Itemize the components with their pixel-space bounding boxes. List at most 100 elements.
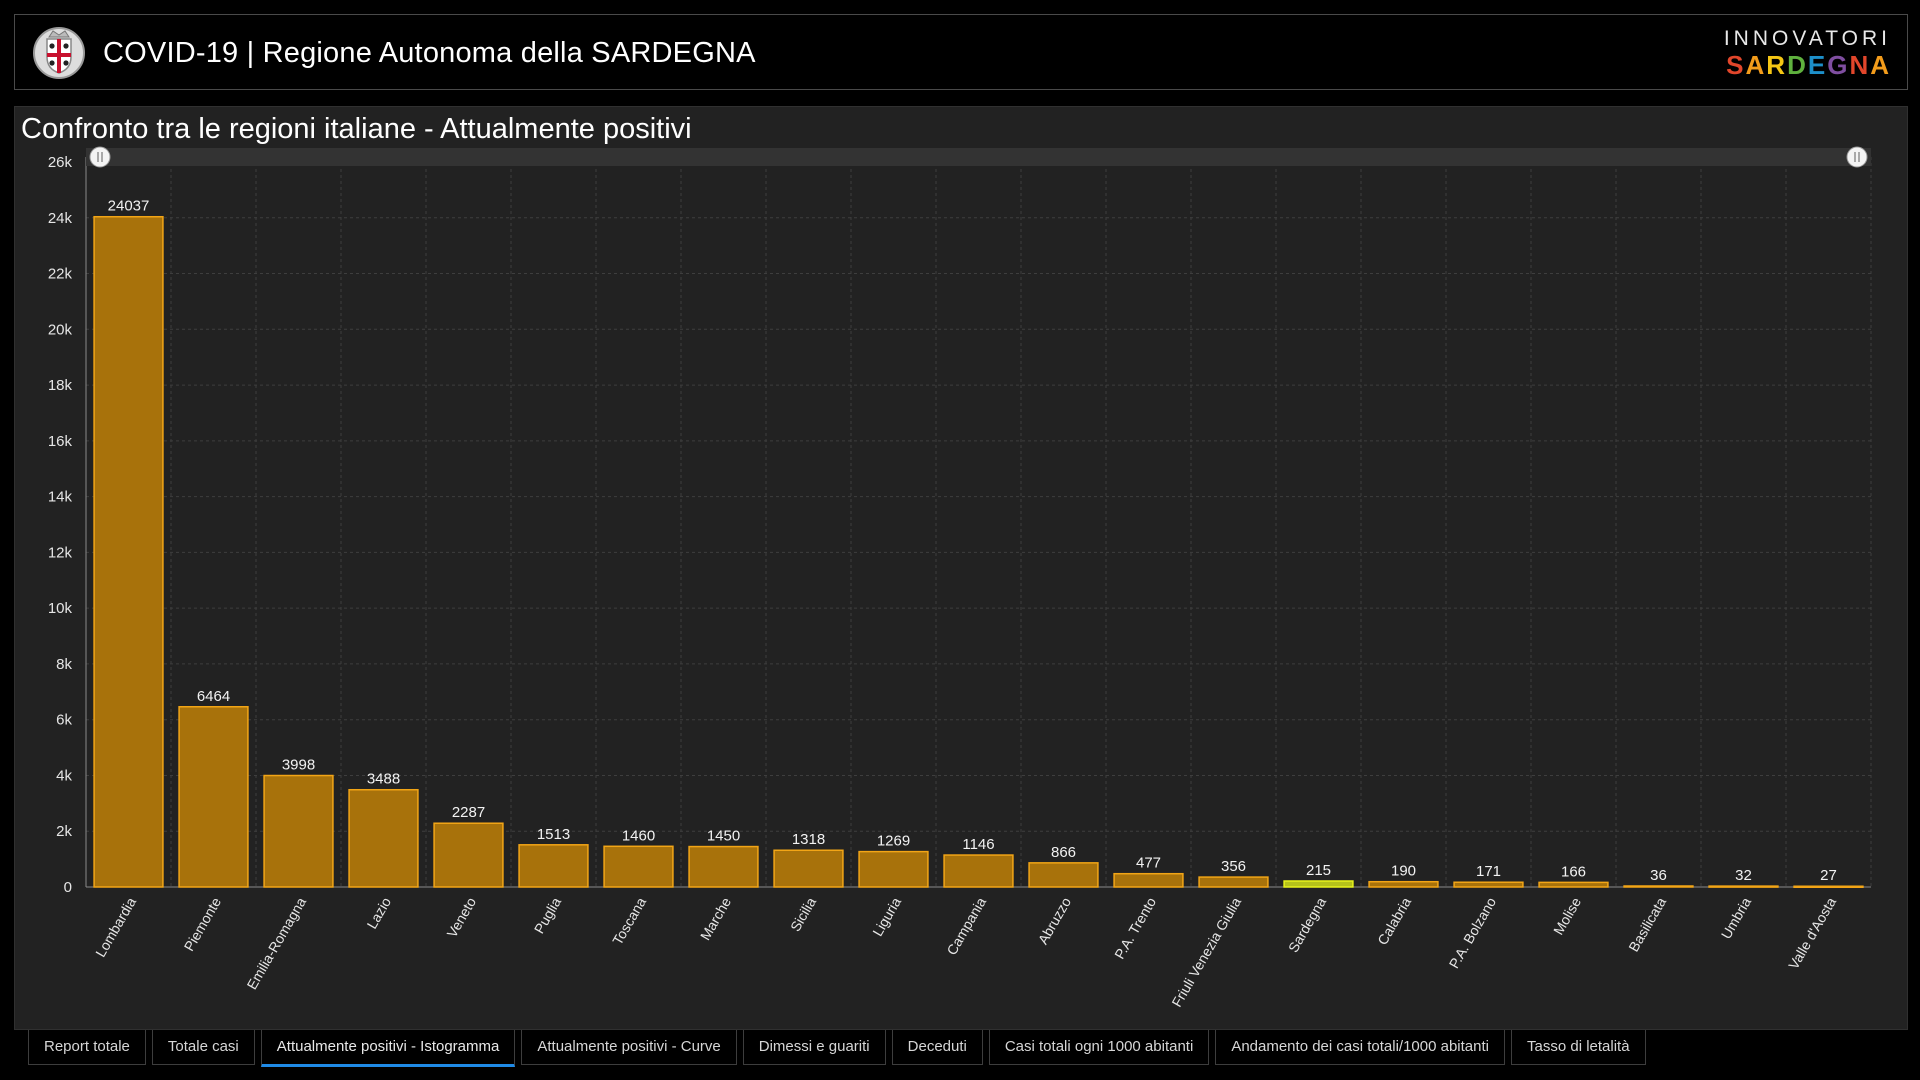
panel-title: Confronto tra le regioni italiane - Attu… bbox=[21, 113, 692, 145]
x-tick-label: Abruzzo bbox=[1035, 894, 1075, 947]
bar-sicilia[interactable] bbox=[773, 849, 844, 888]
x-tick-label: Friuli Venezia Giulia bbox=[1168, 894, 1244, 1009]
x-tick-label: Valle d'Aosta bbox=[1785, 894, 1839, 972]
bar-value-label: 166 bbox=[1561, 863, 1586, 880]
x-tick-label: Lombardia bbox=[92, 894, 139, 959]
bar-emilia-romagna[interactable] bbox=[263, 774, 334, 888]
brand-letter: N bbox=[1849, 50, 1871, 80]
x-tick-label: Sicilia bbox=[787, 894, 819, 934]
chart-panel: 0 2k 4k 6k 8k 10k 12k 14k 16k 18k 20k 22k 24k 26k 2403… bbox=[14, 106, 1908, 1030]
tab-deceduti[interactable]: Deceduti bbox=[891, 1030, 983, 1065]
bar-piemonte[interactable] bbox=[178, 706, 249, 888]
x-tick-label: Emilia-Romagna bbox=[243, 894, 309, 992]
bar-p-a-trento[interactable] bbox=[1113, 872, 1184, 888]
y-tick-label: 6k bbox=[56, 712, 72, 729]
bar-value-label: 1513 bbox=[537, 826, 570, 843]
bar-chart: 0 2k 4k 6k 8k 10k 12k 14k 16k 18k 20k 22k 24k 26k 2403… bbox=[48, 146, 1872, 1010]
bar-campania[interactable] bbox=[943, 854, 1014, 888]
bar-value-label: 1460 bbox=[622, 827, 655, 844]
x-tick-label: Veneto bbox=[443, 894, 479, 940]
brand-letter: E bbox=[1807, 50, 1828, 80]
zoom-handle-left[interactable] bbox=[89, 146, 111, 168]
bar-value-label: 3488 bbox=[367, 771, 400, 788]
bar-value-label: 36 bbox=[1650, 867, 1667, 884]
bar-calabria[interactable] bbox=[1368, 880, 1439, 888]
x-tick-label: Campania bbox=[943, 894, 989, 957]
bar-marche[interactable] bbox=[688, 845, 759, 888]
app-title: COVID-19 | Regione Autonoma della SARDEG… bbox=[103, 37, 756, 69]
bar-toscana[interactable] bbox=[603, 845, 674, 888]
bar-value-label: 190 bbox=[1391, 863, 1416, 880]
y-tick-label: 18k bbox=[48, 377, 73, 394]
tab-report-totale[interactable]: Report totale bbox=[28, 1030, 146, 1065]
brand-letter: S bbox=[1726, 50, 1746, 80]
tab-attualmente-positivi-curve[interactable]: Attualmente positivi - Curve bbox=[521, 1030, 737, 1065]
bar-value-label: 1450 bbox=[707, 828, 740, 845]
y-tick-label: 10k bbox=[48, 600, 73, 617]
x-tick-label: Toscana bbox=[609, 894, 649, 947]
bar-molise[interactable] bbox=[1538, 881, 1609, 888]
brand-letter: D bbox=[1787, 50, 1808, 80]
bar-value-label: 356 bbox=[1221, 858, 1246, 875]
x-tick-label: Calabria bbox=[1374, 894, 1414, 947]
bar-basilicata[interactable] bbox=[1623, 885, 1694, 888]
x-tick-label: P.A. Trento bbox=[1111, 894, 1159, 961]
bar-umbria[interactable] bbox=[1708, 885, 1779, 888]
x-tick-label: P.A. Bolzano bbox=[1446, 894, 1500, 971]
bar-veneto[interactable] bbox=[433, 822, 504, 888]
y-tick-label: 24k bbox=[48, 210, 73, 227]
brand-logo: INNOVATORI SARDEGNA bbox=[1724, 27, 1891, 79]
tab-casi-totali-ogni-1000-abitanti[interactable]: Casi totali ogni 1000 abitanti bbox=[988, 1030, 1210, 1065]
tab-totale-casi[interactable]: Totale casi bbox=[151, 1030, 255, 1065]
bar-value-label: 27 bbox=[1820, 867, 1837, 884]
tab-attualmente-positivi-istogramma[interactable]: Attualmente positivi - Istogramma bbox=[260, 1030, 516, 1067]
x-tick-label: Lazio bbox=[364, 894, 395, 931]
bar-value-label: 32 bbox=[1735, 867, 1752, 884]
brand-letter: R bbox=[1766, 50, 1788, 80]
tab-dimessi-e-guariti[interactable]: Dimessi e guariti bbox=[742, 1030, 886, 1065]
bar-value-label: 6464 bbox=[197, 688, 230, 705]
x-tick-label: Umbria bbox=[1718, 894, 1755, 941]
bar-value-label: 866 bbox=[1051, 844, 1076, 861]
bar-lazio[interactable] bbox=[348, 788, 419, 888]
x-tick-label: Puglia bbox=[531, 894, 564, 936]
x-tick-label: Piemonte bbox=[181, 894, 225, 953]
y-tick-label: 8k bbox=[56, 656, 72, 673]
bar-p-a-bolzano[interactable] bbox=[1453, 881, 1524, 888]
y-tick-label: 20k bbox=[48, 321, 73, 338]
x-tick-label: Sardegna bbox=[1285, 894, 1329, 955]
y-tick-label: 0 bbox=[64, 879, 72, 896]
y-tick-label: 14k bbox=[48, 489, 73, 506]
bar-valle-d-aosta[interactable] bbox=[1793, 885, 1864, 888]
bar-value-label: 477 bbox=[1136, 855, 1161, 872]
zoom-handle-right[interactable] bbox=[1846, 146, 1868, 168]
zoom-scrollbar[interactable] bbox=[86, 148, 1871, 166]
tab-bar: Report totale Totale casi Attualmente posi… bbox=[28, 1030, 1652, 1067]
bar-friuli-venezia-giulia[interactable] bbox=[1198, 876, 1269, 888]
bar-value-label: 1146 bbox=[962, 836, 994, 853]
sardinia-coat-of-arms-icon bbox=[33, 27, 85, 79]
y-tick-label: 22k bbox=[48, 266, 73, 283]
bar-sardegna[interactable] bbox=[1283, 880, 1354, 888]
x-tick-label: Molise bbox=[1550, 894, 1584, 937]
bar-value-label: 3998 bbox=[282, 757, 315, 774]
x-tick-label: Marche bbox=[697, 894, 734, 943]
brand-top-text: INNOVATORI bbox=[1723, 27, 1891, 50]
bar-puglia[interactable] bbox=[518, 844, 589, 888]
bar-value-label: 2287 bbox=[452, 804, 485, 821]
bar-abruzzo[interactable] bbox=[1028, 862, 1099, 888]
x-tick-label: Basilicata bbox=[1625, 894, 1669, 954]
bar-value-label: 1269 bbox=[877, 833, 910, 850]
brand-letter: A bbox=[1870, 50, 1891, 80]
bar-value-label: 171 bbox=[1476, 863, 1501, 880]
bar-value-label: 24037 bbox=[108, 198, 150, 215]
y-tick-label: 4k bbox=[56, 767, 72, 784]
bar-liguria[interactable] bbox=[858, 850, 929, 888]
tab-tasso-di-letalit[interactable]: Tasso di letalità bbox=[1511, 1030, 1646, 1065]
bar-lombardia[interactable] bbox=[93, 215, 164, 888]
y-tick-label: 16k bbox=[48, 433, 73, 450]
brand-bottom-text: SARDEGNA bbox=[1724, 51, 1891, 79]
y-tick-label: 26k bbox=[48, 154, 73, 171]
brand-letter: G bbox=[1827, 50, 1850, 80]
tab-andamento-dei-casi-totali-1000-abitanti[interactable]: Andamento dei casi totali/1000 abitanti bbox=[1215, 1030, 1505, 1065]
